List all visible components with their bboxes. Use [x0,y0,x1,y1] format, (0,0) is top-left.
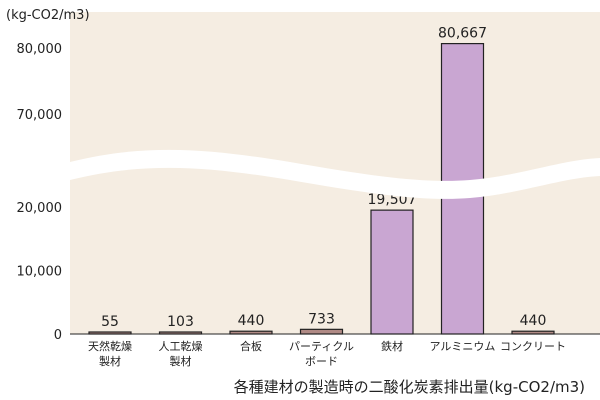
axis-break [70,149,600,199]
x-tick-label: 人工乾燥 [159,340,203,353]
x-tick-label: 鉄材 [381,339,403,353]
x-tick-label: 製材 [170,354,192,368]
x-tick-label: 合板 [240,339,262,353]
bar [370,209,414,335]
bar-value-label: 440 [520,313,547,329]
x-tick-label: 天然乾燥 [88,339,132,353]
x-tick-label: 製材 [99,354,121,368]
bar-value-label: 80,667 [438,26,487,42]
x-tick-label: アルミニウム [430,340,496,353]
y-tick-label: 20,000 [17,201,63,216]
y-tick-label: 0 [54,328,62,343]
bar-value-label: 440 [238,313,265,329]
x-tick-label: ボード [305,355,338,368]
y-unit-label: (kg-CO2/m3) [6,8,90,23]
x-tick-label: パーティクル [289,340,354,353]
chart-caption: 各種建材の製造時の二酸化炭素排出量(kg-CO2/m3) [234,378,585,396]
y-tick-label: 80,000 [17,42,63,57]
x-tick-label: コンクリート [500,340,566,353]
bar-value-label: 55 [101,314,119,330]
bar [299,328,344,335]
bar-value-label: 733 [308,311,335,327]
bar-value-label: 103 [167,314,194,330]
y-tick-label: 70,000 [17,108,63,123]
y-tick-label: 10,000 [17,265,63,280]
